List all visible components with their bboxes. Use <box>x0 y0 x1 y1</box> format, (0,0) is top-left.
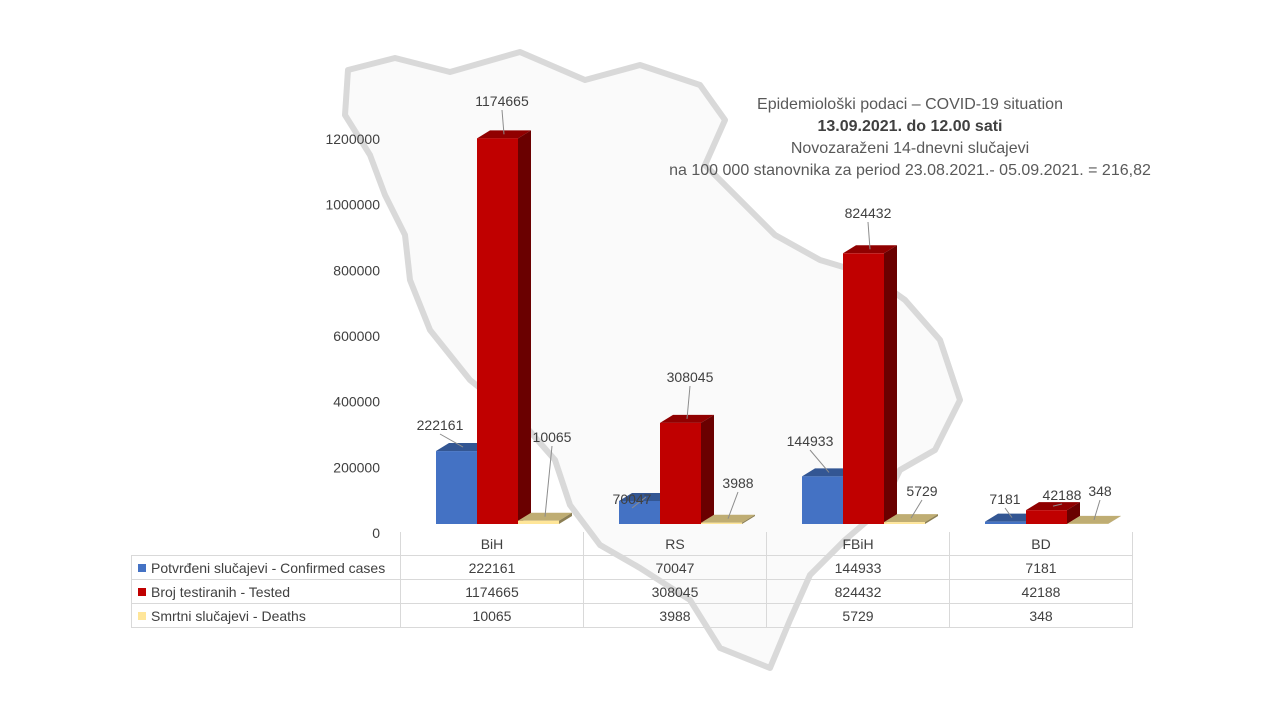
y-tick-label: 600000 <box>333 328 380 344</box>
data-label: 70047 <box>613 491 652 507</box>
data-label: 348 <box>1088 483 1112 499</box>
leader-line <box>867 221 871 250</box>
table-corner <box>132 532 401 556</box>
row-header: Broj testiranih - Tested <box>131 579 401 604</box>
table-cell: 308045 <box>583 579 767 604</box>
table-cell: 222161 <box>400 555 584 580</box>
leader-line <box>910 499 923 519</box>
leader-line <box>1093 499 1101 521</box>
y-tick-label: 200000 <box>333 459 380 475</box>
legend-swatch-tested <box>138 587 146 596</box>
table-cell: 7181 <box>949 555 1133 580</box>
table-row: Smrtni slučajevi - Deaths 10065 3988 572… <box>131 603 1133 628</box>
y-tick-label: 1200000 <box>325 131 380 147</box>
y-tick-label: 400000 <box>333 394 380 410</box>
data-label: 10065 <box>533 429 572 445</box>
bar-BD-1 <box>1026 502 1080 524</box>
column-header: BD <box>949 532 1133 556</box>
data-table: BiH RS FBiH BD Potvrđeni slučajevi - Con… <box>131 532 1133 628</box>
column-header: BiH <box>400 532 584 556</box>
table-cell: 42188 <box>949 579 1133 604</box>
title-line-2: 13.09.2021. do 12.00 sati <box>817 118 1003 135</box>
leader-line <box>501 109 505 135</box>
leader-line <box>1004 507 1013 518</box>
leader-line <box>686 385 691 419</box>
bar-BiH-1 <box>477 130 531 524</box>
table-cell: 3988 <box>583 603 767 628</box>
row-header: Potvrđeni slučajevi - Confirmed cases <box>131 555 401 580</box>
title-line-4: na 100 000 stanovnika za period 23.08.20… <box>669 162 1151 179</box>
bar-RS-1 <box>660 414 714 524</box>
table-cell: 348 <box>949 603 1133 628</box>
data-label: 824432 <box>845 205 892 221</box>
row-label: Potvrđeni slučajevi - Confirmed cases <box>151 559 386 576</box>
legend-swatch-deaths <box>138 611 146 620</box>
data-label: 222161 <box>417 417 464 433</box>
table-cell: 70047 <box>583 555 767 580</box>
title-line-3: Novozaraženi 14-dnevni slučajevi <box>790 140 1030 157</box>
chart-title: Epidemiološki podaci – COVID-19 situatio… <box>630 94 1190 182</box>
data-label: 1174665 <box>475 93 529 109</box>
data-label: 3988 <box>722 475 753 491</box>
leader-line <box>1052 503 1063 507</box>
leader-line <box>631 496 647 509</box>
table-cell: 144933 <box>766 555 950 580</box>
column-header: FBiH <box>766 532 950 556</box>
y-tick-label: 1000000 <box>325 197 380 213</box>
row-label: Broj testiranih - Tested <box>151 583 291 600</box>
title-line-1: Epidemiološki podaci – COVID-19 situatio… <box>757 96 1063 113</box>
bar-FBiH-1 <box>843 245 897 524</box>
data-labels: 222161 1174665 10065 70047 308045 3988 144933 8… <box>417 93 1112 521</box>
leader-line <box>809 449 830 473</box>
data-label: 144933 <box>787 433 834 449</box>
row-header: Smrtni slučajevi - Deaths <box>131 603 401 628</box>
table-cell: 5729 <box>766 603 950 628</box>
y-axis: 0 200000 400000 600000 800000 1000000 1200000 <box>325 131 380 541</box>
legend-swatch-confirmed <box>138 563 146 572</box>
table-row: Potvrđeni slučajevi - Confirmed cases 22… <box>131 555 1133 580</box>
row-label: Smrtni slučajevi - Deaths <box>151 607 306 624</box>
y-tick-label: 0 <box>372 525 380 541</box>
table-cell: 824432 <box>766 579 950 604</box>
table-row: Broj testiranih - Tested 1174665 308045 … <box>131 579 1133 604</box>
data-label: 5729 <box>906 483 937 499</box>
leader-line <box>439 433 464 448</box>
data-label: 308045 <box>667 369 714 385</box>
table-cell: 10065 <box>400 603 584 628</box>
data-label: 42188 <box>1043 487 1082 503</box>
y-tick-label: 800000 <box>333 262 380 278</box>
leader-line <box>727 491 739 519</box>
table-cell: 1174665 <box>400 579 584 604</box>
leader-line <box>544 445 553 517</box>
table-header-row: BiH RS FBiH BD <box>132 532 1133 556</box>
data-label: 7181 <box>989 491 1020 507</box>
column-header: RS <box>583 532 767 556</box>
